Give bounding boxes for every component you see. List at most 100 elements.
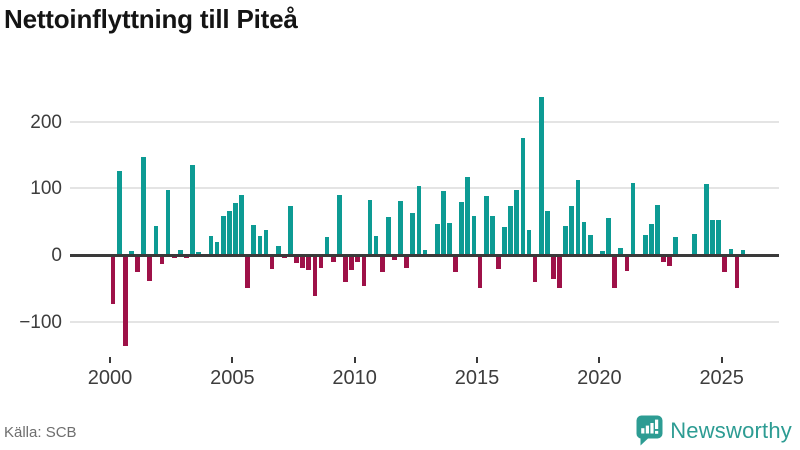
bar-positive [165,190,171,255]
bar-negative [294,255,299,263]
bar-positive [447,222,452,255]
bar-positive [538,96,544,255]
gridline [70,320,779,323]
bar-negative [404,255,409,269]
bar-positive [526,230,532,255]
bar-positive [288,205,293,255]
bar-positive [220,215,226,255]
bar-positive [508,206,513,255]
bar-positive [618,248,624,255]
bar-negative [532,255,538,283]
bar-positive [190,164,195,255]
bar-positive [233,202,238,255]
x-axis-tick [598,357,601,363]
bar-positive [563,226,569,255]
bar-positive [740,250,746,255]
bar-negative [661,255,666,262]
bar-negative [300,255,306,268]
x-axis-label: 2015 [454,367,500,389]
bar-negative [312,255,318,297]
bar-negative [361,255,367,287]
x-axis-tick [353,357,356,363]
bar-positive [600,250,605,255]
bar-positive [257,236,263,255]
bar-negative [722,255,728,273]
bar-positive [655,204,660,255]
bar-positive [116,170,122,255]
y-axis-label: 100 [30,178,62,200]
bar-negative [122,255,128,347]
bar-positive [630,182,636,255]
bar-positive [489,215,495,255]
bar-positive [673,236,679,255]
bar-negative [453,255,458,272]
bar-negative [392,255,397,261]
x-axis-label: 2010 [332,367,377,389]
bar-positive [514,190,520,255]
bar-positive [373,236,379,255]
gridline [70,120,779,123]
bar-positive [434,223,440,255]
bar-positive [483,195,489,255]
bar-positive [728,248,734,255]
bar-positive [441,190,446,255]
x-axis-label: 2000 [87,367,133,389]
bar-positive [575,180,581,255]
x-axis-tick [109,357,111,363]
bar-positive [416,186,422,255]
bar-positive [214,241,220,255]
bar-positive [141,156,146,255]
gridline [70,187,779,190]
bar-positive [367,200,373,255]
bar-positive [581,221,587,255]
bar-negative [171,255,177,259]
bar-positive [520,137,526,255]
bar-negative [612,255,617,288]
source-caption: Källa: SCB [4,424,77,441]
bar-negative [379,255,385,272]
x-axis-tick [231,357,234,363]
bar-positive [459,201,465,255]
bar-positive [208,235,214,255]
bar-positive [710,219,715,255]
bar-negative [110,255,116,304]
bar-negative [159,255,165,265]
newsworthy-icon [636,415,663,446]
bar-positive [704,184,709,255]
newsworthy-logo: Newsworthy [636,415,792,446]
bar-negative [667,255,673,266]
zero-axis-line [70,253,779,257]
bar-positive [177,250,183,255]
bar-negative [496,255,501,270]
bar-negative [551,255,556,280]
bar-positive [465,176,471,255]
bar-negative [349,255,354,270]
bar-negative [245,255,250,289]
bar-negative [734,255,740,289]
bar-positive [691,234,697,255]
bar-positive [226,210,232,255]
bar-positive [251,224,257,255]
bar-positive [275,246,281,255]
bar-positive [471,216,477,255]
bar-positive [398,200,403,255]
bar-negative [269,255,275,270]
newsworthy-wordmark: Newsworthy [670,417,792,443]
bar-negative [624,255,630,272]
bar-positive [385,216,391,255]
bar-positive [569,205,575,255]
bar-positive [642,234,648,255]
bar-positive [129,250,134,255]
y-axis-label: −100 [19,311,62,333]
y-axis-label: 0 [51,245,62,266]
bar-negative [306,255,312,270]
bar-negative [318,255,324,269]
bar-positive [324,236,330,255]
bar-negative [147,255,153,282]
bar-positive [587,234,593,255]
x-axis-label: 2005 [210,367,255,389]
y-axis-label: 200 [30,111,62,133]
bar-negative [330,255,336,262]
chart-title: Nettoinflyttning till Piteå [4,4,298,34]
bar-positive [716,220,721,255]
